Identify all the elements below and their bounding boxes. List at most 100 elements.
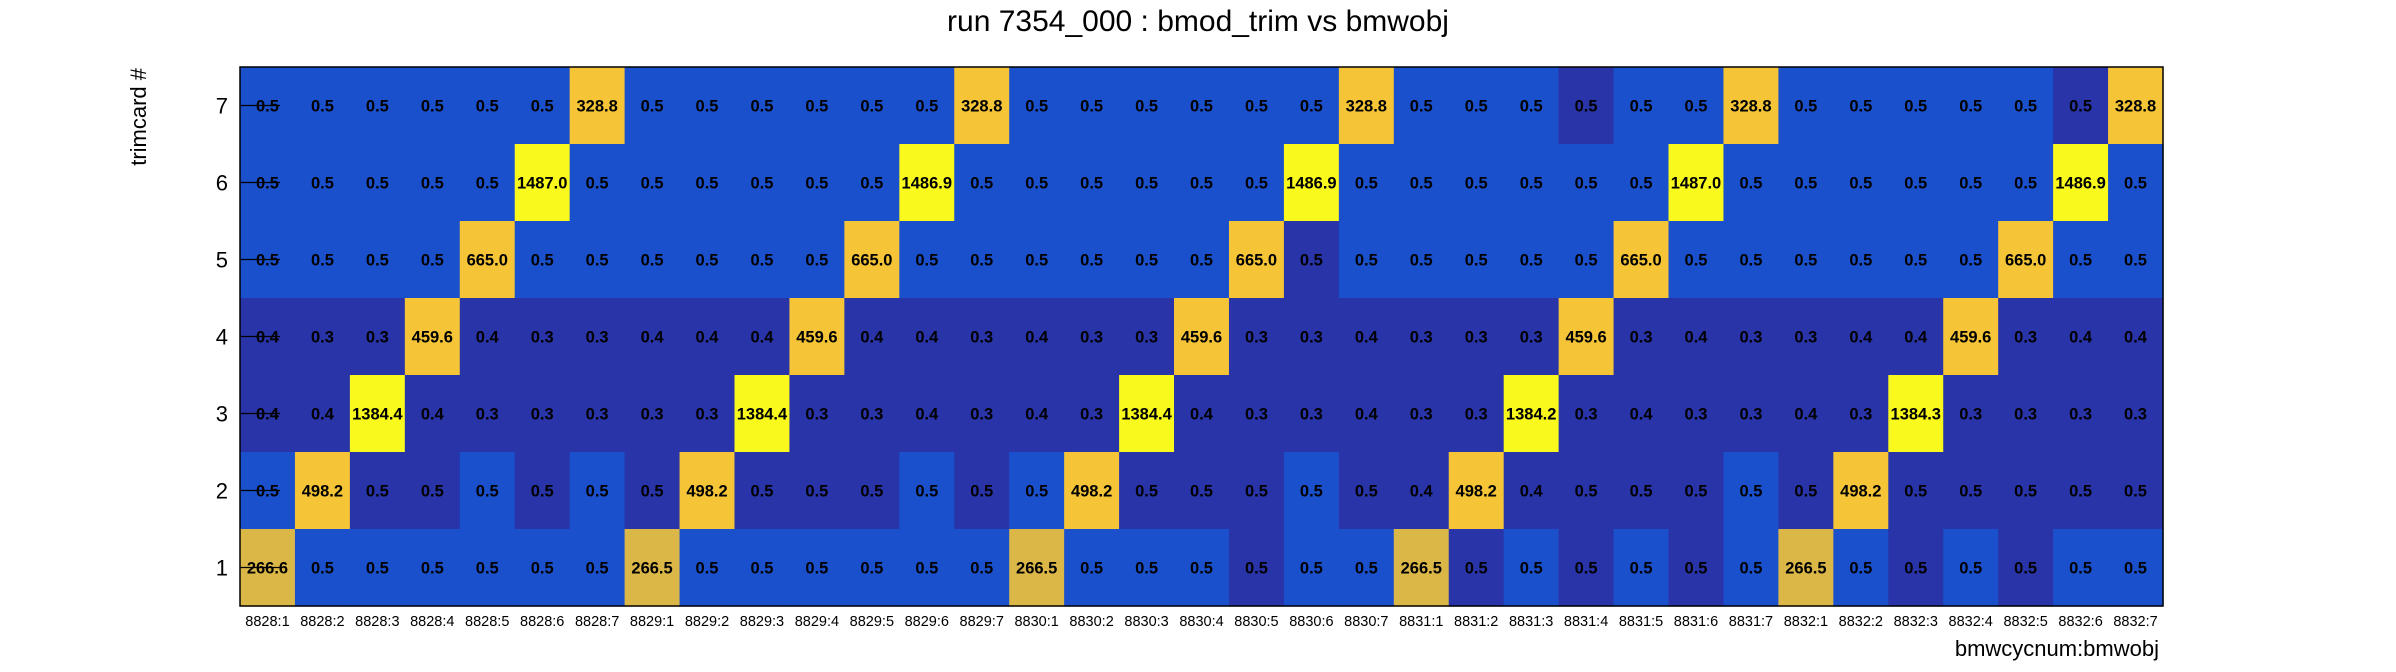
cell-value-label: 0.5 xyxy=(805,98,828,116)
heatmap-cell xyxy=(1174,67,1230,145)
heatmap-cell xyxy=(1338,529,1395,607)
cell-value-label: 0.5 xyxy=(1080,560,1103,578)
heatmap-cell xyxy=(2108,298,2164,376)
cell-value-label: 0.5 xyxy=(750,560,773,578)
cell-value-label: 0.4 xyxy=(1355,329,1379,347)
cell-value-label: 0.5 xyxy=(1575,483,1598,501)
cell-value-label: 459.6 xyxy=(412,329,453,347)
heatmap-cell xyxy=(459,221,516,299)
heatmap-cell xyxy=(844,221,900,299)
heatmap-cell xyxy=(954,67,1010,145)
cell-value-label: 0.5 xyxy=(1355,483,1378,501)
heatmap-cell xyxy=(294,221,351,299)
heatmap-cell xyxy=(1668,67,1725,145)
cell-value-label: 459.6 xyxy=(1181,329,1222,347)
heatmap-cell xyxy=(569,144,626,222)
cell-value-label: 0.5 xyxy=(1080,98,1103,116)
cell-value-label: 0.3 xyxy=(1080,329,1103,347)
cell-value-label: 0.5 xyxy=(1685,98,1708,116)
cell-value-label: 328.8 xyxy=(1730,98,1771,116)
cell-value-label: 0.5 xyxy=(256,483,279,501)
cell-value-label: 0.5 xyxy=(1685,252,1708,270)
cell-value-label: 0.3 xyxy=(1794,329,1817,347)
cell-value-label: 0.5 xyxy=(696,98,719,116)
heatmap-cell xyxy=(624,67,681,145)
cell-value-label: 0.5 xyxy=(256,175,279,193)
heatmap-cell xyxy=(2108,144,2164,222)
cell-value-label: 498.2 xyxy=(1840,483,1881,501)
heatmap-cell xyxy=(1833,452,1889,530)
cell-value-label: 0.5 xyxy=(1300,98,1323,116)
heatmap-cell xyxy=(954,221,1010,299)
cell-value-label: 0.5 xyxy=(641,98,664,116)
cell-value-label: 0.5 xyxy=(696,252,719,270)
cell-value-label: 0.4 xyxy=(1025,329,1049,347)
heatmap-cell xyxy=(1228,298,1285,376)
cell-value-label: 0.3 xyxy=(1849,406,1872,424)
heatmap-cell xyxy=(1668,529,1725,607)
cell-value-label: 0.4 xyxy=(256,329,280,347)
heatmap-cell xyxy=(294,529,351,607)
y-axis-title: trimcard # xyxy=(126,67,151,166)
cell-value-label: 0.4 xyxy=(915,406,939,424)
heatmap-cell xyxy=(404,375,461,453)
heatmap-cell xyxy=(1943,529,1999,607)
heatmap-cell xyxy=(2053,67,2109,145)
cell-value-label: 0.5 xyxy=(696,560,719,578)
cell-value-label: 0.5 xyxy=(421,560,444,578)
x-tick-label: 8830:5 xyxy=(1234,614,1278,630)
heatmap-cell xyxy=(459,144,516,222)
heatmap-cell xyxy=(1338,375,1395,453)
heatmap-cell xyxy=(1888,67,1944,145)
cell-value-label: 0.5 xyxy=(366,483,389,501)
heatmap-cell xyxy=(349,529,406,607)
x-tick-label: 8828:7 xyxy=(575,614,619,630)
cell-value-label: 0.5 xyxy=(1355,252,1378,270)
cell-value-label: 0.5 xyxy=(1190,98,1213,116)
heatmap-cell xyxy=(1613,298,1670,376)
cell-value-label: 266.5 xyxy=(1785,560,1826,578)
cell-value-label: 0.5 xyxy=(1410,175,1433,193)
cell-value-label: 328.8 xyxy=(576,98,617,116)
heatmap-cell xyxy=(459,529,516,607)
x-tick-label: 8828:4 xyxy=(410,614,454,630)
cell-value-label: 0.5 xyxy=(1190,252,1213,270)
cell-value-label: 0.4 xyxy=(860,329,884,347)
heatmap-cell xyxy=(624,298,681,376)
cell-value-label: 0.5 xyxy=(1355,175,1378,193)
cell-value-label: 498.2 xyxy=(1456,483,1497,501)
cell-value-label: 0.5 xyxy=(1520,175,1543,193)
heatmap-cell xyxy=(459,67,516,145)
heatmap-cell xyxy=(1009,298,1065,376)
heatmap-cell xyxy=(844,452,900,530)
heatmap-cell xyxy=(1998,298,2054,376)
cell-value-label: 0.5 xyxy=(1465,560,1488,578)
heatmap-cell xyxy=(1943,452,1999,530)
cell-value-label: 0.4 xyxy=(1025,406,1049,424)
heatmap-cell xyxy=(1174,529,1230,607)
cell-value-label: 0.5 xyxy=(586,252,609,270)
heatmap-cell xyxy=(1283,452,1340,530)
cell-value-label: 0.5 xyxy=(2014,98,2037,116)
cell-value-label: 459.6 xyxy=(1950,329,1991,347)
heatmap-cell xyxy=(294,144,351,222)
cell-value-label: 0.5 xyxy=(805,483,828,501)
heatmap-cell xyxy=(1448,452,1505,530)
y-tick-label: 5 xyxy=(216,248,228,273)
heatmap-cell xyxy=(514,67,571,145)
x-tick-label: 8831:4 xyxy=(1564,614,1608,630)
cell-value-label: 0.4 xyxy=(421,406,445,424)
cell-value-label: 0.5 xyxy=(1849,98,1872,116)
heatmap-cell xyxy=(1723,67,1779,145)
cell-value-label: 0.5 xyxy=(750,483,773,501)
heatmap-cell xyxy=(1064,67,1120,145)
heatmap-cell xyxy=(1943,375,1999,453)
cell-value-label: 0.5 xyxy=(586,483,609,501)
heatmap-cell xyxy=(459,298,516,376)
cell-value-label: 0.5 xyxy=(1135,483,1158,501)
heatmap-cell xyxy=(1723,298,1779,376)
heatmap-cell xyxy=(294,375,351,453)
heatmap-cell xyxy=(1448,529,1505,607)
x-tick-label: 8829:7 xyxy=(960,614,1004,630)
cell-value-label: 665.0 xyxy=(467,252,508,270)
